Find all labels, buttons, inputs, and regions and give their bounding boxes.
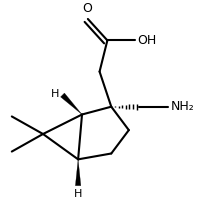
Polygon shape xyxy=(61,93,82,114)
Text: O: O xyxy=(82,2,92,15)
Text: H: H xyxy=(51,89,60,99)
Text: OH: OH xyxy=(138,34,157,47)
Text: H: H xyxy=(74,189,82,199)
Text: NH₂: NH₂ xyxy=(171,100,195,113)
Polygon shape xyxy=(75,159,81,186)
